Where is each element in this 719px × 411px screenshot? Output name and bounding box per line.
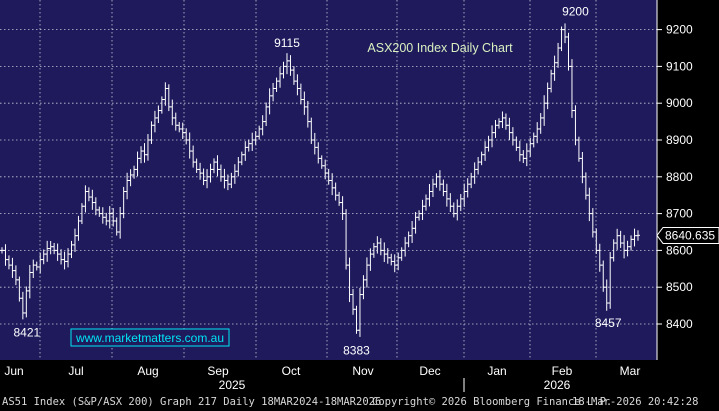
- x-tick-label: Jun: [4, 364, 23, 378]
- x-tick-label: Mar: [620, 364, 641, 378]
- y-tick-label: 8800: [666, 170, 693, 184]
- price-annotation: 9200: [562, 5, 589, 19]
- price-annotation: 8383: [343, 343, 370, 357]
- last-price-label: 8640.635: [665, 228, 715, 242]
- y-axis: 8400 8500 8600 8700 8800 8900 9000 9100 9200 8640…: [656, 0, 719, 393]
- x-tick-label: Feb: [552, 364, 573, 378]
- year-label: 2026: [544, 378, 571, 392]
- footer-bar: AS51 Index (S&P/ASX 200) Graph 217 Daily…: [0, 393, 719, 411]
- y-tick-label: 8600: [666, 243, 693, 257]
- x-axis: Jun Jul Aug Sep Oct Nov Dec Jan Feb Mar 2025 2026: [0, 360, 719, 393]
- price-annotation: 9115: [274, 36, 300, 50]
- x-tick-label: Sep: [207, 364, 229, 378]
- annotations: 9115 9200 8421 8383 8457: [14, 5, 622, 358]
- x-tick-label: Oct: [282, 364, 301, 378]
- y-tick-label: 8400: [666, 317, 693, 331]
- x-tick-label: Aug: [137, 364, 158, 378]
- y-tick-label: 9100: [666, 59, 693, 73]
- y-tick-label: 9200: [666, 23, 693, 37]
- price-annotation: 8421: [14, 325, 41, 339]
- y-tick-label: 9000: [666, 96, 693, 110]
- chart-title: ASX200 Index Daily Chart: [367, 41, 513, 55]
- footer-timestamp: 18-Mar-2026 20:42:28: [572, 396, 699, 408]
- y-axis-background: [657, 0, 719, 393]
- x-tick-label: Dec: [419, 364, 440, 378]
- y-tick-label: 8700: [666, 207, 693, 221]
- y-tick-label: 8900: [666, 133, 693, 147]
- ohlc-bar: [636, 230, 640, 241]
- x-tick-label: Nov: [352, 364, 373, 378]
- footer-copyright: Copyright© 2026 Bloomberg Finance L.P.: [372, 396, 613, 408]
- x-axis-background: [0, 360, 719, 393]
- price-bars: [0, 23, 640, 337]
- footer-source: AS51 Index (S&P/ASX 200) Graph 217 Daily…: [2, 396, 382, 408]
- last-price-box: [656, 226, 719, 244]
- price-annotation: 8457: [595, 316, 622, 330]
- y-tick-label: 8500: [666, 280, 693, 294]
- ohlc-chart: 8400 8500 8600 8700 8800 8900 9000 9100 9200 8640…: [0, 0, 719, 393]
- watermark: www.marketmatters.com.au: [70, 328, 230, 347]
- year-label: 2025: [219, 378, 246, 392]
- x-tick-label: Jul: [68, 364, 83, 378]
- watermark-text: www.marketmatters.com.au: [75, 331, 224, 345]
- x-tick-label: Jan: [487, 364, 506, 378]
